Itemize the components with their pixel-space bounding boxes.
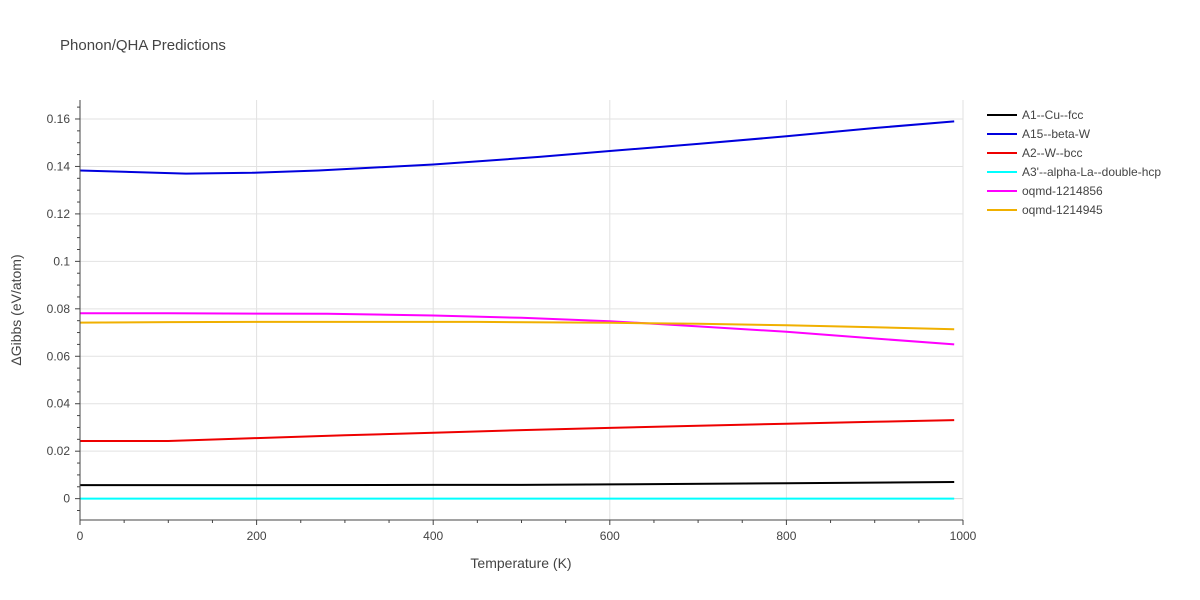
- series-line-oqmd-1214945: [79, 320, 955, 331]
- chart-title: Phonon/QHA Predictions: [60, 37, 226, 54]
- x-tick-label: 1000: [950, 529, 977, 543]
- legend-label: oqmd-1214856: [1022, 184, 1103, 198]
- x-tick-label: 200: [247, 529, 267, 543]
- legend-item-A1--Cu--fcc[interactable]: A1--Cu--fcc: [987, 108, 1083, 122]
- y-tick-label: 0.06: [47, 349, 71, 363]
- y-tick-label: 0.02: [47, 444, 71, 458]
- series-lines: [79, 120, 955, 500]
- y-tick-label: 0.14: [47, 159, 71, 173]
- legend-item-oqmd-1214856[interactable]: oqmd-1214856: [987, 184, 1103, 198]
- legend-item-A15--beta-W[interactable]: A15--beta-W: [987, 127, 1091, 141]
- tick-labels: 0 0.02 0.04 0.06 0.08 0.1 0.12 0.14 0.16 0 200 400 6…: [47, 112, 977, 543]
- series-line-A1--Cu--fcc: [80, 481, 955, 487]
- series-line-A15--beta-W: [79, 120, 955, 175]
- series-line-A2--W--bcc: [80, 419, 955, 442]
- y-axis-label: ΔGibbs (eV/atom): [8, 254, 24, 365]
- legend-label: A15--beta-W: [1022, 127, 1091, 141]
- legend-item-A3'--alpha-La--double-hcp[interactable]: A3'--alpha-La--double-hcp: [987, 165, 1161, 179]
- y-tick-label: 0.1: [53, 254, 70, 268]
- y-tick-label: 0.08: [47, 302, 71, 316]
- legend-label: A2--W--bcc: [1022, 146, 1082, 160]
- x-axis-label: Temperature (K): [470, 555, 571, 571]
- y-tick-label: 0.04: [47, 397, 71, 411]
- x-tick-label: 600: [600, 529, 620, 543]
- legend-item-oqmd-1214945[interactable]: oqmd-1214945: [987, 203, 1103, 217]
- y-tick-label: 0.12: [47, 207, 71, 221]
- x-tick-label: 400: [423, 529, 443, 543]
- axes: [75, 100, 964, 525]
- grid: [80, 100, 964, 520]
- y-tick-label: 0.16: [47, 112, 71, 126]
- legend-label: A1--Cu--fcc: [1022, 108, 1083, 122]
- legend-label: oqmd-1214945: [1022, 203, 1103, 217]
- y-tick-label: 0: [63, 492, 70, 506]
- x-tick-label: 0: [77, 529, 84, 543]
- legend-item-A2--W--bcc[interactable]: A2--W--bcc: [987, 146, 1082, 160]
- legend-label: A3'--alpha-La--double-hcp: [1022, 165, 1161, 179]
- x-tick-label: 800: [776, 529, 796, 543]
- series-line-oqmd-1214856: [80, 312, 955, 346]
- legend[interactable]: A1--Cu--fcc A15--beta-W A2--W--bcc A3'--alp…: [987, 108, 1161, 217]
